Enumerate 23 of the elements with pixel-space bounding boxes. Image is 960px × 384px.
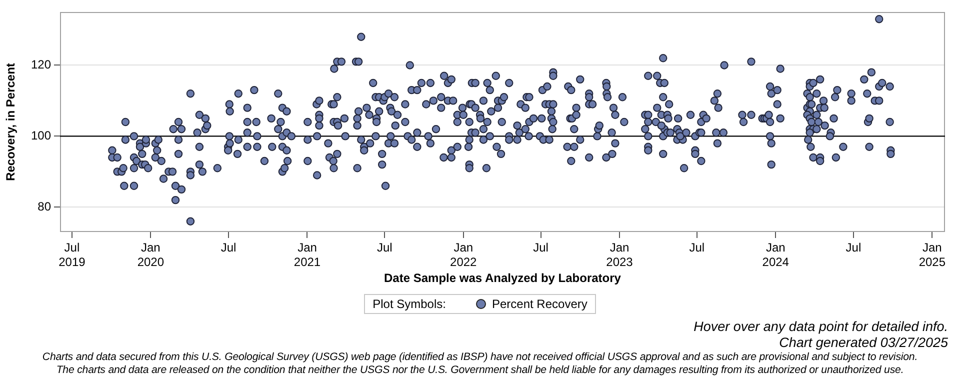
y-axis-title: Recovery, in Percent	[4, 63, 18, 181]
x-tick-label: Jan 2023	[606, 240, 634, 269]
text: Hover over any data point for detailed info.	[692, 319, 949, 335]
x-tick-label: Jan 2021	[294, 240, 321, 269]
y-tick-label: 80	[38, 199, 52, 214]
x-tick-label: Jul 2019	[58, 240, 86, 269]
x-tick-label: Jul	[220, 240, 236, 255]
x-tick-label: Jan 2024	[762, 240, 790, 269]
text: The charts and data are released on the condition that neither the USGS nor the U.S. Government shall be held liable for any damages resulting from its authorized or unauthorized use.	[55, 364, 905, 376]
x-tick-label: Jul	[376, 240, 392, 255]
text: Charts and data secured from this U.S. Geological Survey (USGS) web page (identified as IBSP) have not received official USGS approval and as such are provisional and subject to revision.	[41, 351, 919, 364]
text: Chart generated 03/27/2025	[778, 335, 949, 351]
legend-label: Percent Recovery	[492, 297, 588, 311]
x-tick-label: Jan 2020	[137, 240, 164, 269]
x-tick-label: Jan 2022	[450, 240, 478, 269]
y-tick-label: 100	[30, 128, 52, 143]
legend-title: Plot Symbols:	[372, 297, 446, 311]
x-axis-title: Date Sample was Analyzed by Laboratory	[384, 271, 622, 286]
x-tick-label: Jul	[533, 240, 548, 255]
x-tick-label: Jul	[846, 240, 862, 255]
x-tick-label: Jul	[689, 240, 705, 255]
x-tick-label: Jan 2025	[918, 240, 946, 269]
y-tick-label: 120	[30, 58, 52, 72]
